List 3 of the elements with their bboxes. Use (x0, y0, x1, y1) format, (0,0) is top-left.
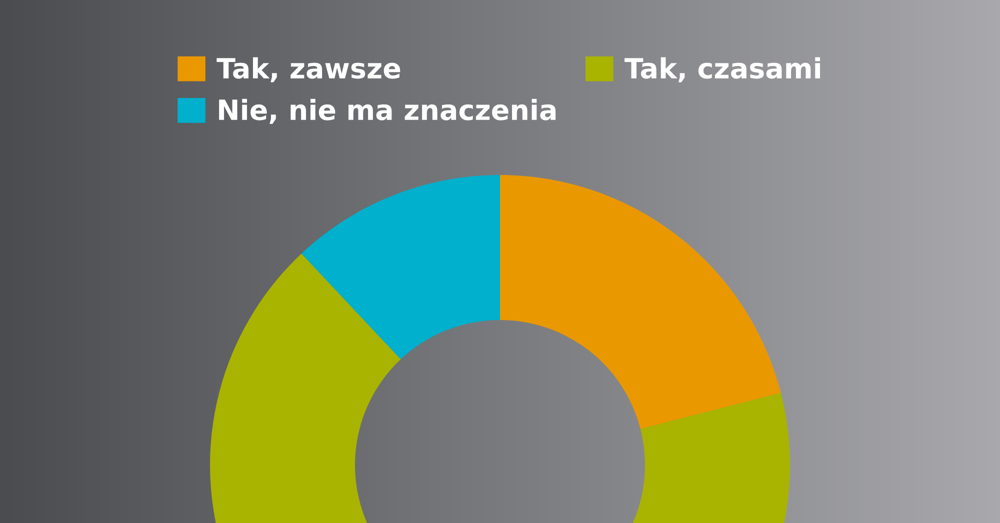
legend-label: Nie, nie ma znaczenia (219, 98, 556, 124)
legend-label: Tak, czasami (624, 57, 820, 82)
legend-label: Tak, zawsze (216, 57, 400, 82)
